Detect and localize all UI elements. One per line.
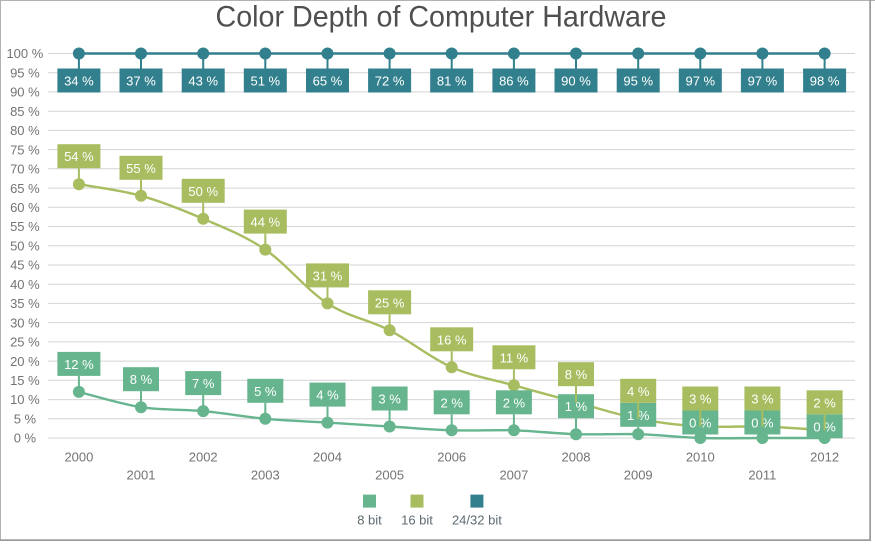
svg-text:50 %: 50 %: [188, 184, 218, 199]
svg-text:60 %: 60 %: [10, 200, 40, 215]
svg-text:97 %: 97 %: [685, 74, 715, 89]
svg-text:2 %: 2 %: [503, 395, 526, 410]
svg-text:75 %: 75 %: [10, 142, 40, 157]
svg-text:3 %: 3 %: [378, 392, 401, 407]
svg-text:4 %: 4 %: [627, 384, 650, 399]
svg-text:37 %: 37 %: [126, 74, 156, 89]
svg-text:45 %: 45 %: [10, 258, 40, 273]
svg-text:44 %: 44 %: [250, 215, 280, 230]
svg-text:97 %: 97 %: [748, 74, 778, 89]
svg-text:7 %: 7 %: [192, 376, 215, 391]
svg-text:2000: 2000: [64, 449, 93, 464]
svg-text:70 %: 70 %: [10, 162, 40, 177]
svg-text:2007: 2007: [499, 467, 528, 482]
svg-text:55 %: 55 %: [126, 161, 156, 176]
svg-text:2005: 2005: [375, 467, 404, 482]
svg-text:2012: 2012: [810, 449, 839, 464]
svg-text:2006: 2006: [437, 449, 466, 464]
svg-text:90 %: 90 %: [561, 74, 591, 89]
svg-text:85 %: 85 %: [10, 104, 40, 119]
svg-text:100 %: 100 %: [6, 46, 43, 61]
svg-text:2010: 2010: [686, 449, 715, 464]
svg-text:12 %: 12 %: [64, 357, 94, 372]
svg-text:25 %: 25 %: [375, 295, 405, 310]
svg-text:35 %: 35 %: [10, 296, 40, 311]
svg-text:3 %: 3 %: [751, 392, 774, 407]
svg-text:2 %: 2 %: [813, 395, 836, 410]
svg-text:80 %: 80 %: [10, 123, 40, 138]
svg-text:10 %: 10 %: [10, 392, 40, 407]
svg-text:95 %: 95 %: [10, 65, 40, 80]
svg-text:25 %: 25 %: [10, 335, 40, 350]
svg-text:11 %: 11 %: [500, 350, 529, 365]
svg-text:3 %: 3 %: [689, 392, 712, 407]
svg-text:65 %: 65 %: [10, 181, 40, 196]
svg-text:31 %: 31 %: [313, 268, 343, 283]
svg-text:43 %: 43 %: [188, 74, 218, 89]
svg-text:1 %: 1 %: [565, 399, 588, 414]
svg-text:95 %: 95 %: [623, 74, 653, 89]
svg-text:Color Depth of Computer Hardwa: Color Depth of Computer Hardware: [216, 1, 667, 34]
svg-text:54 %: 54 %: [64, 149, 94, 164]
svg-text:86 %: 86 %: [499, 74, 529, 89]
svg-text:2004: 2004: [313, 449, 342, 464]
svg-text:16 %: 16 %: [437, 332, 467, 347]
svg-text:24/32 bit: 24/32 bit: [452, 512, 502, 527]
svg-text:8 %: 8 %: [130, 372, 153, 387]
svg-text:2011: 2011: [748, 467, 776, 482]
svg-text:20 %: 20 %: [10, 354, 40, 369]
svg-text:5 %: 5 %: [14, 412, 37, 427]
svg-text:34 %: 34 %: [64, 74, 94, 89]
svg-text:16 bit: 16 bit: [401, 512, 433, 527]
svg-text:2001: 2001: [127, 467, 156, 482]
svg-text:8 %: 8 %: [565, 367, 588, 382]
svg-text:40 %: 40 %: [10, 277, 40, 292]
svg-text:2003: 2003: [251, 467, 280, 482]
svg-text:50 %: 50 %: [10, 238, 40, 253]
svg-text:4 %: 4 %: [316, 388, 339, 403]
svg-text:65 %: 65 %: [313, 74, 343, 89]
svg-text:81 %: 81 %: [437, 74, 467, 89]
svg-text:2009: 2009: [624, 467, 653, 482]
svg-text:0 %: 0 %: [14, 431, 37, 446]
svg-text:90 %: 90 %: [10, 85, 40, 100]
svg-text:51 %: 51 %: [250, 74, 280, 89]
svg-text:30 %: 30 %: [10, 315, 40, 330]
svg-text:2 %: 2 %: [440, 395, 463, 410]
svg-text:2008: 2008: [562, 449, 591, 464]
svg-text:55 %: 55 %: [10, 219, 40, 234]
svg-text:8 bit: 8 bit: [357, 512, 382, 527]
svg-text:5 %: 5 %: [254, 384, 277, 399]
svg-text:72 %: 72 %: [375, 74, 405, 89]
svg-text:98 %: 98 %: [810, 74, 840, 89]
svg-text:2002: 2002: [189, 449, 218, 464]
svg-text:15 %: 15 %: [10, 373, 40, 388]
